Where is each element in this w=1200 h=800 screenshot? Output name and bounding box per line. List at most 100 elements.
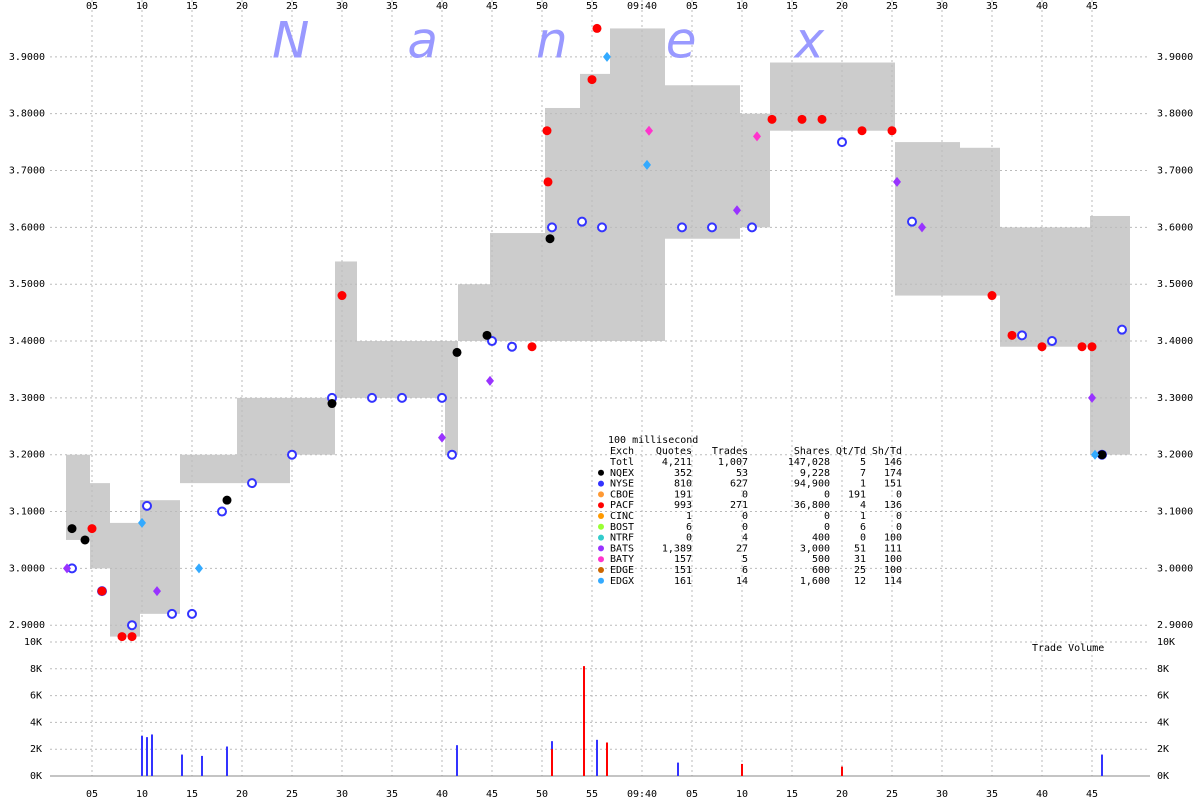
trade-marker — [527, 342, 537, 352]
y-tick-label: 3.1000 — [1157, 507, 1193, 518]
nbbo-range — [140, 500, 180, 614]
x-tick-label: 10 — [136, 1, 148, 12]
legend-header: Sh/Td — [872, 446, 902, 457]
legend-cell: 0 — [824, 511, 830, 522]
nbbo-range — [610, 28, 665, 342]
x-tick-label: 05 — [86, 1, 98, 12]
trade-marker — [142, 500, 152, 511]
legend-cell: 51 — [854, 543, 866, 554]
x-tick-label: 10 — [736, 789, 748, 800]
legend-header: Exch — [610, 446, 634, 457]
trade-marker — [1117, 324, 1127, 335]
y-tick-label: 3.0000 — [1157, 563, 1193, 574]
legend-marker — [598, 469, 604, 476]
legend-cell: 111 — [884, 543, 902, 554]
trade-marker — [592, 23, 602, 33]
legend-cell: CBOE — [610, 489, 634, 500]
legend-cell: 1,389 — [662, 543, 692, 554]
y-tick-label: 3.6000 — [1157, 222, 1193, 233]
trade-marker — [747, 222, 757, 233]
nbbo-range — [770, 62, 895, 131]
trade-marker — [542, 126, 552, 136]
legend-cell: EDGX — [610, 576, 634, 587]
nbbo-range — [90, 483, 110, 569]
legend-cell: 136 — [884, 500, 902, 511]
legend-title: 100 millisecond — [608, 435, 698, 446]
nbbo-range — [1000, 227, 1090, 347]
trade-marker — [907, 216, 917, 227]
trade-marker — [1047, 336, 1057, 347]
x-tick-label: 40 — [436, 789, 448, 800]
trade-marker — [677, 222, 687, 233]
legend-cell: NYSE — [610, 479, 634, 490]
legend-cell: 6 — [686, 522, 692, 533]
trade-marker — [187, 608, 197, 619]
legend-marker — [598, 523, 604, 530]
trade-marker — [63, 563, 71, 574]
legend-cell: 0 — [742, 511, 748, 522]
legend-cell: 53 — [736, 468, 748, 479]
y-tick-label: 3.3000 — [9, 393, 45, 404]
trade-marker — [1007, 330, 1017, 340]
volume-bar — [551, 749, 553, 776]
x-tick-label: 25 — [286, 1, 298, 12]
legend-cell: 191 — [848, 489, 866, 500]
y-tick-label: 3.4000 — [9, 336, 45, 347]
legend-marker — [598, 513, 604, 519]
trade-marker — [287, 449, 297, 460]
trade-marker — [707, 222, 717, 233]
legend-cell: 4 — [860, 500, 866, 511]
trade-marker — [1037, 342, 1047, 352]
legend-cell: 151 — [674, 565, 692, 576]
nbbo-range — [960, 147, 1000, 296]
legend-cell: 810 — [674, 479, 692, 490]
nbbo-range — [895, 142, 960, 296]
trade-marker — [733, 205, 741, 216]
legend-cell: 94,900 — [794, 479, 830, 490]
y-tick-label: 8K — [1157, 664, 1169, 675]
y-tick-label: 3.8000 — [1157, 109, 1193, 120]
legend-cell: 161 — [674, 576, 692, 587]
x-tick-label: 25 — [286, 789, 298, 800]
legend-cell: BATS — [610, 543, 634, 554]
x-tick-label: 20 — [236, 789, 248, 800]
x-tick-label: 25 — [886, 1, 898, 12]
trade-marker — [153, 586, 161, 597]
trade-marker — [857, 126, 867, 136]
trade-marker — [817, 114, 827, 124]
legend-cell: 627 — [730, 479, 748, 490]
volume-bar — [583, 666, 585, 776]
legend-cell: 9,228 — [800, 468, 830, 479]
legend-cell: 1,600 — [800, 576, 830, 587]
volume-bar — [677, 762, 679, 776]
volume-bar — [606, 742, 608, 776]
legend-header: Qt/Td — [836, 446, 866, 457]
legend-marker — [598, 556, 604, 563]
x-tick-label: 09:40 — [627, 789, 657, 800]
legend-cell: 400 — [812, 533, 830, 544]
volume-bar — [741, 763, 743, 776]
x-tick-label: 05 — [686, 789, 698, 800]
legend-cell: 0 — [686, 533, 692, 544]
y-tick-label: 3.5000 — [9, 279, 45, 290]
y-tick-label: 10K — [24, 637, 42, 648]
watermark: Nanex — [272, 12, 922, 70]
legend-cell: 36,800 — [794, 500, 830, 511]
legend-cell: 191 — [674, 489, 692, 500]
y-tick-label: 3.7000 — [9, 166, 45, 177]
trade-marker — [753, 131, 761, 142]
y-tick-label: 6K — [1157, 691, 1169, 702]
trade-marker — [1088, 392, 1096, 403]
trade-marker — [80, 535, 90, 545]
legend-cell: 5 — [742, 554, 748, 565]
volume-bar — [146, 737, 148, 776]
trade-marker — [1017, 330, 1027, 341]
x-tick-label: 20 — [836, 1, 848, 12]
x-tick-label: 30 — [336, 789, 348, 800]
legend-cell: 174 — [884, 468, 902, 479]
nbbo-range — [110, 522, 140, 637]
volume-bar — [201, 755, 203, 776]
x-tick-label: 25 — [886, 789, 898, 800]
x-tick-label: 55 — [586, 1, 598, 12]
nbbo-range — [490, 233, 545, 342]
